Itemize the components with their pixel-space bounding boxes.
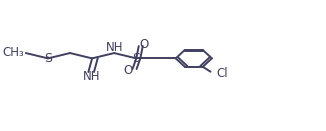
Text: NH: NH <box>106 41 124 54</box>
Text: NH: NH <box>83 70 101 83</box>
Text: S: S <box>44 52 52 65</box>
Text: O: O <box>139 38 148 51</box>
Text: O: O <box>123 64 132 77</box>
Text: Cl: Cl <box>216 67 228 80</box>
Text: S: S <box>132 52 140 65</box>
Text: CH₃: CH₃ <box>3 46 24 59</box>
